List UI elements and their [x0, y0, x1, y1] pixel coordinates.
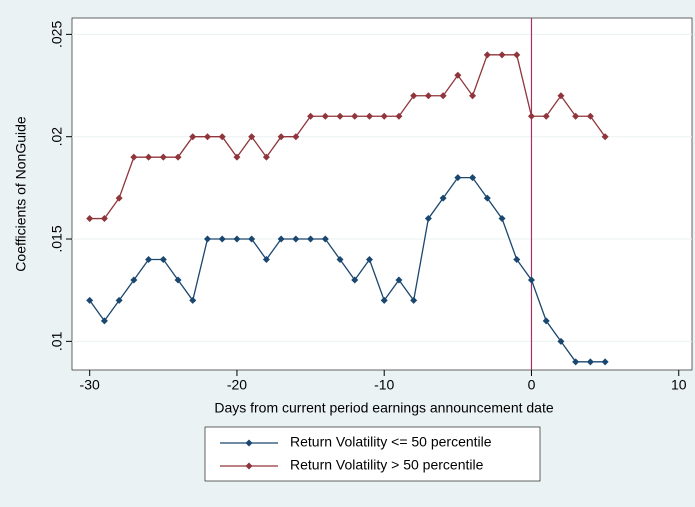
- point: [321, 235, 329, 243]
- point: [483, 51, 491, 59]
- point: [513, 51, 521, 59]
- point: [248, 133, 256, 141]
- point: [262, 153, 270, 161]
- point: [469, 92, 477, 100]
- point: [542, 112, 550, 120]
- x-tick-label: 10: [671, 377, 687, 393]
- point: [498, 215, 506, 223]
- point: [203, 133, 211, 141]
- point: [365, 112, 373, 120]
- point: [454, 71, 462, 79]
- point: [424, 92, 432, 100]
- point: [218, 133, 226, 141]
- y-tick-label: .02: [49, 127, 65, 147]
- point: [586, 112, 594, 120]
- point: [233, 153, 241, 161]
- point: [145, 153, 153, 161]
- point: [601, 358, 609, 366]
- series-line: [89, 176, 606, 363]
- point: [115, 194, 123, 202]
- point: [454, 174, 462, 182]
- point: [351, 112, 359, 120]
- point: [380, 296, 388, 304]
- point: [513, 255, 521, 263]
- point: [159, 153, 167, 161]
- point: [203, 235, 211, 243]
- point: [189, 133, 197, 141]
- point: [321, 112, 329, 120]
- point: [130, 276, 138, 284]
- point: [542, 317, 550, 325]
- y-tick-label: .015: [49, 225, 65, 252]
- point: [100, 317, 108, 325]
- x-axis-title: Days from current period earnings announ…: [214, 400, 554, 416]
- y-axis-title: Coefficients of NonGuide: [13, 116, 29, 272]
- point: [248, 235, 256, 243]
- point: [189, 296, 197, 304]
- plot-area: [71, 17, 693, 371]
- point: [410, 296, 418, 304]
- legend-marker: [245, 462, 253, 470]
- point: [145, 255, 153, 263]
- point: [498, 51, 506, 59]
- point: [174, 153, 182, 161]
- point: [572, 112, 580, 120]
- point: [218, 235, 226, 243]
- point: [483, 194, 491, 202]
- point: [307, 112, 315, 120]
- point: [159, 255, 167, 263]
- point: [557, 92, 565, 100]
- point: [424, 215, 432, 223]
- point: [307, 235, 315, 243]
- y-tick-label: .01: [49, 331, 65, 351]
- point: [601, 133, 609, 141]
- point: [233, 235, 241, 243]
- point: [572, 358, 580, 366]
- point: [100, 215, 108, 223]
- x-tick-label: -10: [374, 377, 394, 393]
- point: [527, 276, 535, 284]
- point: [86, 296, 94, 304]
- legend-box: [204, 426, 541, 482]
- point: [395, 112, 403, 120]
- point: [292, 133, 300, 141]
- point: [174, 276, 182, 284]
- point: [557, 337, 565, 345]
- point: [86, 215, 94, 223]
- point: [527, 112, 535, 120]
- point: [277, 133, 285, 141]
- point: [365, 255, 373, 263]
- point: [336, 255, 344, 263]
- point: [395, 276, 403, 284]
- point: [439, 194, 447, 202]
- point: [469, 174, 477, 182]
- point: [115, 296, 123, 304]
- point: [439, 92, 447, 100]
- point: [351, 276, 359, 284]
- point: [410, 92, 418, 100]
- point: [130, 153, 138, 161]
- legend-marker: [245, 439, 253, 447]
- point: [277, 235, 285, 243]
- point: [292, 235, 300, 243]
- x-tick-label: -30: [80, 377, 100, 393]
- x-tick-label: 0: [528, 377, 536, 393]
- point: [336, 112, 344, 120]
- y-tick-label: .025: [49, 21, 65, 48]
- x-tick-label: -20: [227, 377, 247, 393]
- point: [262, 255, 270, 263]
- legend-label: Return Volatility <= 50 percentile: [290, 434, 492, 450]
- point: [380, 112, 388, 120]
- legend-label: Return Volatility > 50 percentile: [290, 457, 484, 473]
- point: [586, 358, 594, 366]
